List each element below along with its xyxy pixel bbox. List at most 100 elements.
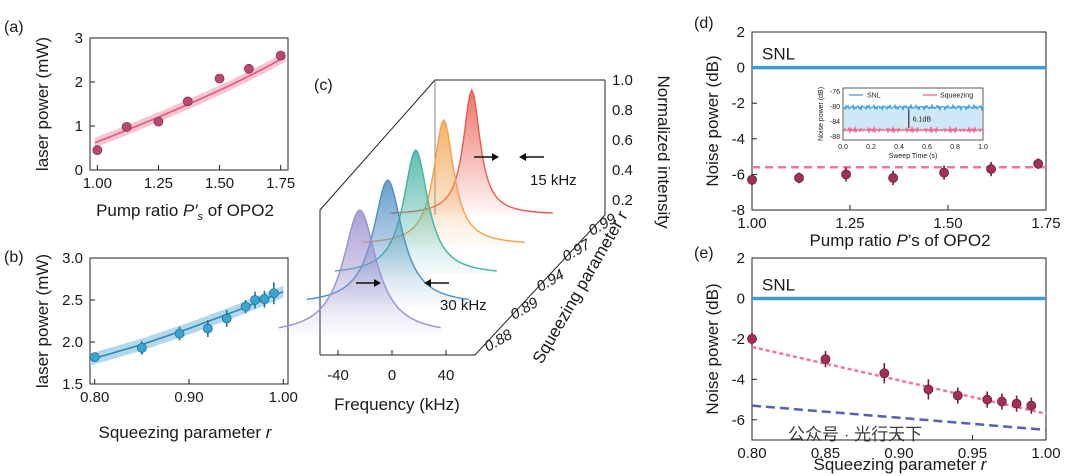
- data-point: [182, 96, 193, 107]
- y-tick-label: 0.94: [534, 266, 568, 295]
- y-axis-label: Noise power (dB): [703, 283, 722, 414]
- data-point: [275, 50, 286, 61]
- z-tick-label: 0.2: [612, 192, 633, 209]
- panel-a-chart: 1.00 1.25 1.50 1.75 0 1 2 3 laser power (mW) Pump…: [33, 30, 295, 223]
- x-tick-label: 1.25: [144, 175, 173, 192]
- snl-label: SNL: [762, 45, 795, 64]
- x-tick-label: 1.50: [933, 215, 962, 232]
- y-axis-label: Noise power (dB): [703, 55, 722, 186]
- y-axis-label: laser power (mW): [33, 254, 52, 388]
- inset-y-axis-label: Noise power (dB): [818, 87, 825, 141]
- z-tick-label: 0.8: [612, 102, 633, 119]
- y-axis-label: laser power (mW): [33, 37, 52, 171]
- x-tick-label: 0.80: [737, 445, 766, 462]
- y-tick-label: -2: [732, 331, 745, 348]
- data-point: [221, 313, 232, 324]
- data-point: [202, 323, 213, 334]
- panel-label-e: (e): [694, 245, 714, 262]
- y-tick-label: -4: [732, 131, 745, 148]
- spectrum-fill-0.94: [334, 150, 497, 275]
- data-point: [259, 294, 270, 305]
- data-point: [997, 396, 1007, 407]
- snl-label: SNL: [762, 275, 795, 294]
- x-axis-label: Squeezing parameter r: [814, 455, 988, 474]
- inset-squeezing-trace: [842, 125, 984, 135]
- data-point: [952, 390, 963, 401]
- data-point: [92, 145, 103, 156]
- data-point: [174, 328, 185, 339]
- annotation-15khz: 15 kHz: [530, 172, 577, 189]
- inset-annotation: 6.1dB: [913, 117, 932, 124]
- inset-y-tick-label: -80: [830, 104, 840, 111]
- data-point: [1011, 398, 1022, 409]
- x-axis-label: Pump ratio P’s of OPO2: [809, 231, 990, 250]
- panel-label-d: (d): [694, 15, 714, 32]
- x-tick-label: 40: [438, 367, 455, 384]
- data-point: [250, 295, 260, 305]
- plot-frame: [751, 31, 1047, 211]
- data-point: [153, 116, 164, 127]
- panel-e-chart: 0.80 0.85 0.90 0.95 1.00 2 0 -2 -4 -6 Noise power …: [703, 250, 1061, 474]
- x-tick-label: 0.90: [174, 389, 203, 406]
- inset-legend-snl: SNL: [867, 93, 881, 100]
- inset-y-tick-label: -84: [830, 119, 840, 126]
- inset-y-tick-label: -88: [830, 134, 840, 141]
- y-tick-label: -4: [732, 371, 745, 388]
- x-tick-label: 1.75: [1031, 215, 1060, 232]
- data-point: [986, 164, 997, 174]
- y-tick-label: 0: [737, 290, 745, 307]
- arrow-head: [519, 153, 526, 161]
- x-tick-label: 0.95: [958, 445, 987, 462]
- box-back-edge: [319, 79, 605, 355]
- y-tick-label: -8: [732, 202, 745, 219]
- spectrum-fill-0.97: [362, 120, 525, 245]
- inset-legend-squeezing: Squeezing: [940, 93, 973, 100]
- inset-x-tick-label: 1.0: [978, 144, 988, 151]
- x-tick-label: 0.80: [80, 389, 109, 406]
- z-tick-label: 0.6: [612, 132, 633, 149]
- panel-b-chart: 0.80 0.90 1.00 1.5 2.0 2.5 3.0 laser power (mW)…: [33, 250, 298, 442]
- z-tick-label: 0.4: [612, 162, 633, 179]
- data-point: [841, 169, 851, 180]
- panel-c-chart: -40 0 40 Frequency (kHz) 0.2 0.4 0.6 0.8 1.0 Norm…: [278, 72, 673, 414]
- y-tick-label: 3.0: [62, 250, 83, 267]
- y-tick-label: -6: [732, 412, 745, 429]
- data-point: [879, 368, 890, 379]
- data-point: [888, 173, 899, 183]
- x-tick-label: 1.00: [83, 175, 112, 192]
- arrow-head: [424, 279, 431, 287]
- annotation-30khz: 30 kHz: [440, 297, 487, 314]
- panel-label-a: (a): [4, 19, 24, 36]
- data-point: [939, 167, 949, 178]
- arrow-head: [374, 279, 381, 287]
- arrow-head: [492, 153, 499, 161]
- data-point: [136, 342, 147, 353]
- x-tick-label: 1.00: [1031, 445, 1060, 462]
- x-tick-label: 1.50: [205, 175, 234, 192]
- inset-y-tick-label: -76: [830, 89, 840, 96]
- x-tick-label: 0.90: [884, 445, 913, 462]
- fit-line: [89, 290, 284, 361]
- plot-frame: [89, 257, 289, 385]
- inset-x-tick-label: 0.0: [838, 144, 848, 151]
- inset-x-tick-label: 0.4: [894, 144, 904, 151]
- spectrum-fill-0.89: [306, 180, 469, 305]
- y-tick-label: 2: [75, 74, 83, 91]
- z-tick-label: 1.0: [612, 72, 633, 89]
- y-tick-label: 1.5: [62, 376, 83, 393]
- x-axis-label: Squeezing parameter r: [99, 423, 273, 442]
- data-point: [1026, 400, 1037, 411]
- fit-line-pink: [751, 345, 1047, 415]
- panel-label-c: (c): [314, 77, 333, 94]
- data-point: [89, 352, 100, 363]
- panel-d-chart: 1.00 1.25 1.50 1.75 2 0 -2 -4 -6 -8 Noise power (d…: [703, 24, 1061, 250]
- inset-x-tick-label: 0.8: [950, 144, 960, 151]
- x-tick-label: -40: [327, 367, 349, 384]
- x-axis-label: Pump ratio P′s of OPO2: [96, 201, 274, 223]
- plot-frame: [89, 37, 289, 171]
- y-tick-label: 2.5: [62, 292, 83, 309]
- y-tick-label: 2: [737, 24, 745, 41]
- panel-label-b: (b): [4, 249, 24, 266]
- y-tick-label: 0.88: [482, 326, 516, 356]
